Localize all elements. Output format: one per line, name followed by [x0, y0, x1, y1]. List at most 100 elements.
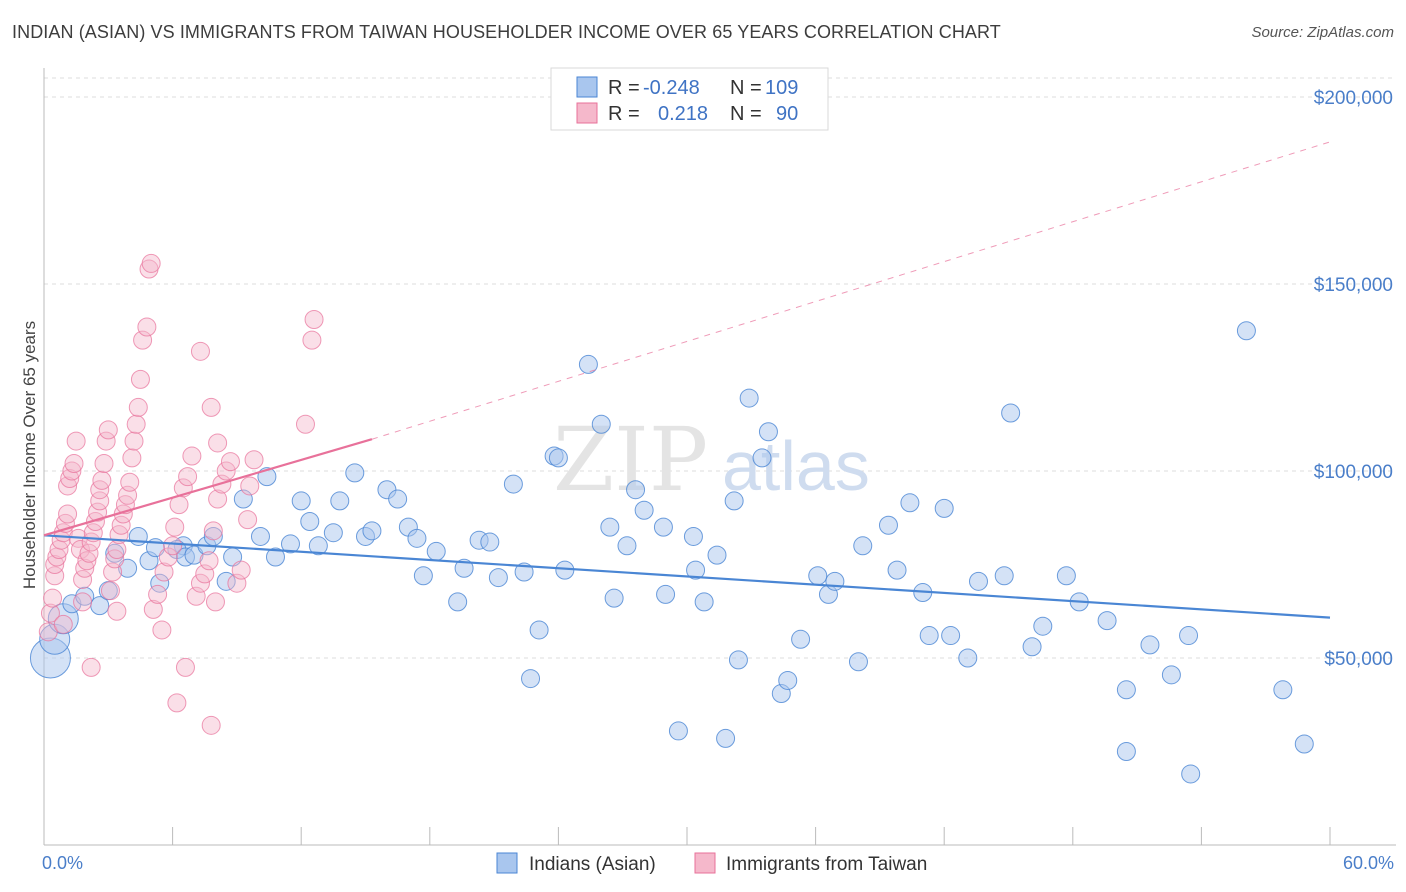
pink-point-13 — [62, 461, 82, 481]
watermark-atlas: atlas — [722, 427, 870, 505]
pink-point-34 — [105, 549, 125, 569]
pink-point-57 — [165, 517, 185, 537]
blue-point-56 — [617, 536, 637, 556]
pink-point-4 — [45, 555, 65, 574]
pink-point-32 — [100, 581, 120, 601]
pink-point-84 — [208, 433, 228, 453]
blue-point-68 — [728, 650, 748, 670]
blue-point-44 — [488, 568, 508, 588]
pink-point-48 — [137, 317, 157, 337]
blue-point-74 — [791, 629, 811, 649]
trend-line-pink — [43, 438, 373, 537]
blue-point-93 — [1056, 566, 1076, 586]
blue-point-27 — [300, 511, 320, 531]
blue-point-64 — [694, 592, 714, 612]
blue-point-63 — [686, 560, 706, 580]
blue-point-28 — [308, 536, 328, 556]
blue-point-84 — [919, 626, 939, 646]
pink-point-85 — [107, 601, 127, 621]
legend-swatch-blue — [576, 76, 598, 98]
blue-point-31 — [345, 463, 365, 483]
blue-point-60 — [656, 584, 676, 604]
blue-point-58 — [634, 500, 654, 520]
pink-point-15 — [66, 431, 86, 451]
pink-point-78 — [244, 450, 264, 470]
blue-point-89 — [994, 566, 1014, 586]
pink-point-20 — [77, 551, 97, 571]
blue-point-97 — [1116, 680, 1136, 700]
pink-point-0 — [38, 622, 58, 642]
blue-point-104 — [1294, 734, 1314, 754]
pink-point-67 — [208, 489, 228, 509]
blue-point-40 — [448, 592, 468, 612]
trend-line-blue — [43, 534, 1331, 619]
pink-point-11 — [58, 476, 78, 496]
pink-point-65 — [199, 551, 219, 571]
pink-point-89 — [240, 476, 260, 496]
bottom-legend-swatch-blue — [496, 852, 518, 874]
pink-point-2 — [43, 588, 63, 608]
blue-point-54 — [600, 517, 620, 537]
pink-point-42 — [122, 448, 142, 468]
blue-point-8 — [118, 558, 138, 578]
blue-point-91 — [1022, 637, 1042, 657]
pink-point-83 — [190, 341, 210, 361]
blue-point-57 — [626, 480, 646, 500]
pink-point-71 — [167, 693, 187, 713]
blue-point-39 — [426, 541, 446, 561]
blue-point-69 — [739, 388, 759, 408]
legend-n-label-2: N = — [730, 103, 762, 125]
blue-point-47 — [521, 669, 541, 689]
legend-r-value-2: 0.218 — [658, 103, 708, 125]
blue-point-30 — [330, 491, 350, 511]
bottom-legend-label-pink: Immigrants from Taiwan — [726, 854, 927, 875]
blue-point-24 — [265, 547, 285, 567]
blue-point-87 — [958, 648, 978, 668]
blue-point-22 — [250, 526, 270, 546]
blue-point-52 — [578, 354, 598, 374]
blue-point-16 — [184, 545, 204, 565]
legend-r-value-1: -0.248 — [643, 77, 700, 99]
blue-point-103 — [1273, 680, 1293, 700]
blue-point-55 — [604, 588, 624, 608]
trend-lines — [43, 141, 1331, 619]
pink-point-61 — [182, 446, 202, 466]
blue-point-101 — [1181, 764, 1201, 784]
pink-point-76 — [231, 560, 251, 580]
blue-point-73 — [778, 670, 798, 690]
bottom-legend-swatch-pink — [694, 852, 716, 874]
pink-point-82 — [201, 397, 221, 417]
blue-point-95 — [1097, 611, 1117, 631]
series-immigrants-taiwan — [38, 253, 324, 735]
y-tick-label-2: $150,000 — [1314, 275, 1393, 296]
blue-point-41 — [454, 558, 474, 578]
blue-point-65 — [707, 545, 727, 565]
blue-point-82 — [900, 493, 920, 513]
x-tick-labels: 0.0% 60.0% — [42, 853, 1394, 873]
bottom-legend-label-blue: Indians (Asian) — [529, 854, 656, 875]
blue-point-70 — [752, 448, 772, 468]
blue-point-85 — [934, 498, 954, 518]
blue-point-38 — [413, 566, 433, 586]
axes — [43, 68, 1396, 846]
pink-point-50 — [141, 253, 161, 273]
blue-point-66 — [716, 728, 736, 748]
blue-point-99 — [1161, 665, 1181, 685]
pink-point-81 — [304, 310, 324, 330]
pink-point-66 — [203, 521, 223, 541]
blue-point-102 — [1236, 321, 1256, 341]
y-tick-label-0: $50,000 — [1324, 649, 1393, 670]
blue-point-67 — [724, 491, 744, 511]
pink-point-31 — [98, 420, 118, 440]
pink-point-53 — [152, 620, 172, 640]
blue-point-86 — [941, 626, 961, 646]
pink-point-56 — [163, 536, 183, 556]
pink-point-1 — [40, 603, 60, 623]
blue-point-75 — [808, 566, 828, 586]
pink-point-80 — [302, 330, 322, 350]
pink-point-27 — [90, 480, 110, 500]
blue-point-48 — [529, 620, 549, 640]
pink-point-55 — [158, 547, 178, 567]
blue-point-61 — [668, 721, 688, 741]
pink-point-3 — [45, 566, 65, 586]
